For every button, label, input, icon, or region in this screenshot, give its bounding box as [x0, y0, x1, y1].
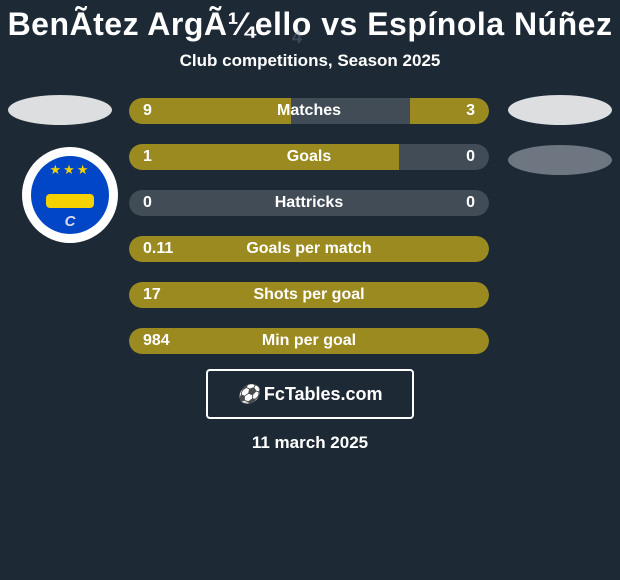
stat-value-left: 17 [143, 286, 161, 304]
stat-row: Shots per goal17 [128, 281, 490, 309]
stat-value-right: 0 [466, 148, 475, 166]
stat-label: Matches [129, 102, 489, 120]
stat-row: Matches9 3 [128, 97, 490, 125]
stat-row: Hattricks0 0 [128, 189, 490, 217]
fctables-icon: ⚽ [237, 384, 259, 405]
right-team-ellipse-top [508, 95, 612, 125]
stat-label: Hattricks [129, 194, 489, 212]
stat-label: Goals per match [129, 240, 489, 258]
chart-date: 11 march 2025 [0, 433, 620, 453]
stat-value-left: 9 [143, 102, 152, 120]
stat-label: Shots per goal [129, 286, 489, 304]
stat-value-left: 984 [143, 332, 170, 350]
comparison-subtitle: Club competitions, Season 2025 [180, 51, 441, 71]
stat-label: Min per goal [129, 332, 489, 350]
stat-label: Goals [129, 148, 489, 166]
stat-row: Min per goal984 [128, 327, 490, 355]
comparison-title: BenÃ­tez ArgÃ¼ello vs Espínola Núñez [8, 6, 613, 43]
fctables-text: FcTables.com [264, 384, 383, 405]
right-team-ellipse-bottom [508, 145, 612, 175]
stat-rows: Matches93Goals10Hattricks00Goals per mat… [128, 97, 490, 373]
badge-letter-icon: C [31, 213, 110, 230]
stat-value-left: 0.11 [143, 240, 173, 258]
stat-value-left: 1 [143, 148, 152, 166]
stat-value-left: 0 [143, 194, 152, 212]
fctables-attribution: ⚽ FcTables.com [206, 369, 414, 419]
stat-value-right: 0 [466, 194, 475, 212]
left-team-ellipse [8, 95, 112, 125]
stat-row: Goals1 0 [128, 143, 490, 171]
left-club-badge: ★★★ C [22, 147, 118, 243]
badge-stars-icon: ★★★ [31, 162, 110, 178]
badge-bar-icon [46, 194, 95, 208]
chart-area: 4 ★★★ C Matches93Goals10Hattricks00Goals… [0, 71, 620, 580]
stat-row: Goals per match0.11 [128, 235, 490, 263]
stat-value-right: 3 [466, 102, 475, 120]
